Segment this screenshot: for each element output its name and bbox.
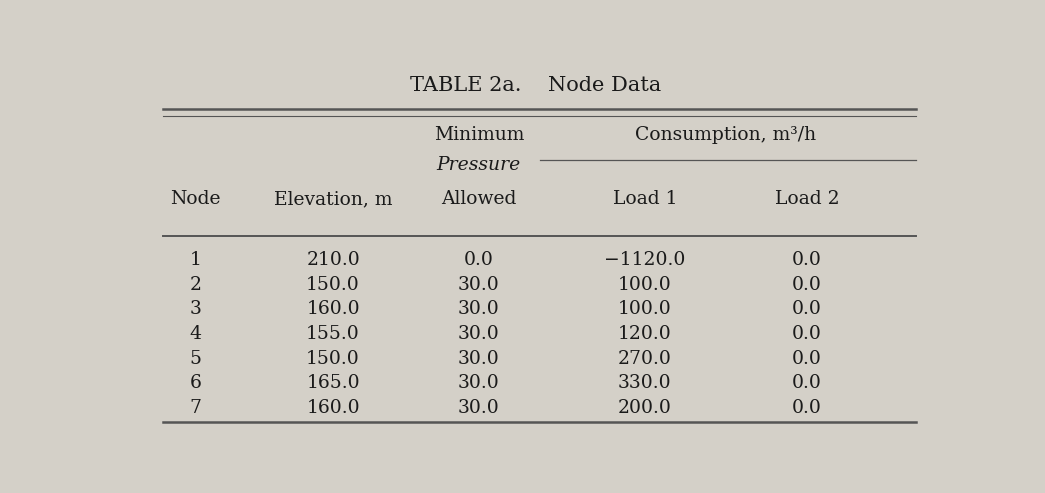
Text: 7: 7: [189, 399, 202, 417]
Text: −1120.0: −1120.0: [604, 251, 686, 269]
Text: 200.0: 200.0: [618, 399, 672, 417]
Text: 3: 3: [189, 300, 202, 318]
Text: 160.0: 160.0: [306, 300, 359, 318]
Text: 210.0: 210.0: [306, 251, 359, 269]
Text: TABLE 2a.    Node Data: TABLE 2a. Node Data: [410, 76, 661, 95]
Text: Consumption, m³/h: Consumption, m³/h: [635, 126, 816, 143]
Text: 2: 2: [189, 276, 202, 293]
Text: 30.0: 30.0: [458, 276, 500, 293]
Text: 0.0: 0.0: [792, 325, 821, 343]
Text: 165.0: 165.0: [306, 374, 359, 392]
Text: Minimum: Minimum: [434, 126, 524, 143]
Text: 0.0: 0.0: [464, 251, 494, 269]
Text: Load 2: Load 2: [774, 190, 839, 208]
Text: 0.0: 0.0: [792, 300, 821, 318]
Text: Node: Node: [170, 190, 220, 208]
Text: 30.0: 30.0: [458, 374, 500, 392]
Text: 0.0: 0.0: [792, 350, 821, 368]
Text: 150.0: 150.0: [306, 276, 359, 293]
Text: 160.0: 160.0: [306, 399, 359, 417]
Text: 30.0: 30.0: [458, 300, 500, 318]
Text: 155.0: 155.0: [306, 325, 359, 343]
Text: Pressure: Pressure: [437, 156, 521, 174]
Text: 100.0: 100.0: [618, 300, 672, 318]
Text: 0.0: 0.0: [792, 276, 821, 293]
Text: 120.0: 120.0: [618, 325, 672, 343]
Text: 330.0: 330.0: [618, 374, 672, 392]
Text: 1: 1: [189, 251, 202, 269]
Text: 30.0: 30.0: [458, 399, 500, 417]
Text: 0.0: 0.0: [792, 374, 821, 392]
Text: Allowed: Allowed: [441, 190, 516, 208]
Text: 4: 4: [189, 325, 202, 343]
Text: 270.0: 270.0: [618, 350, 672, 368]
Text: 5: 5: [189, 350, 202, 368]
Text: 100.0: 100.0: [618, 276, 672, 293]
Text: 30.0: 30.0: [458, 325, 500, 343]
Text: Elevation, m: Elevation, m: [274, 190, 392, 208]
Text: Load 1: Load 1: [612, 190, 677, 208]
Text: 0.0: 0.0: [792, 399, 821, 417]
Text: 30.0: 30.0: [458, 350, 500, 368]
Text: 150.0: 150.0: [306, 350, 359, 368]
Text: 0.0: 0.0: [792, 251, 821, 269]
Text: 6: 6: [189, 374, 202, 392]
